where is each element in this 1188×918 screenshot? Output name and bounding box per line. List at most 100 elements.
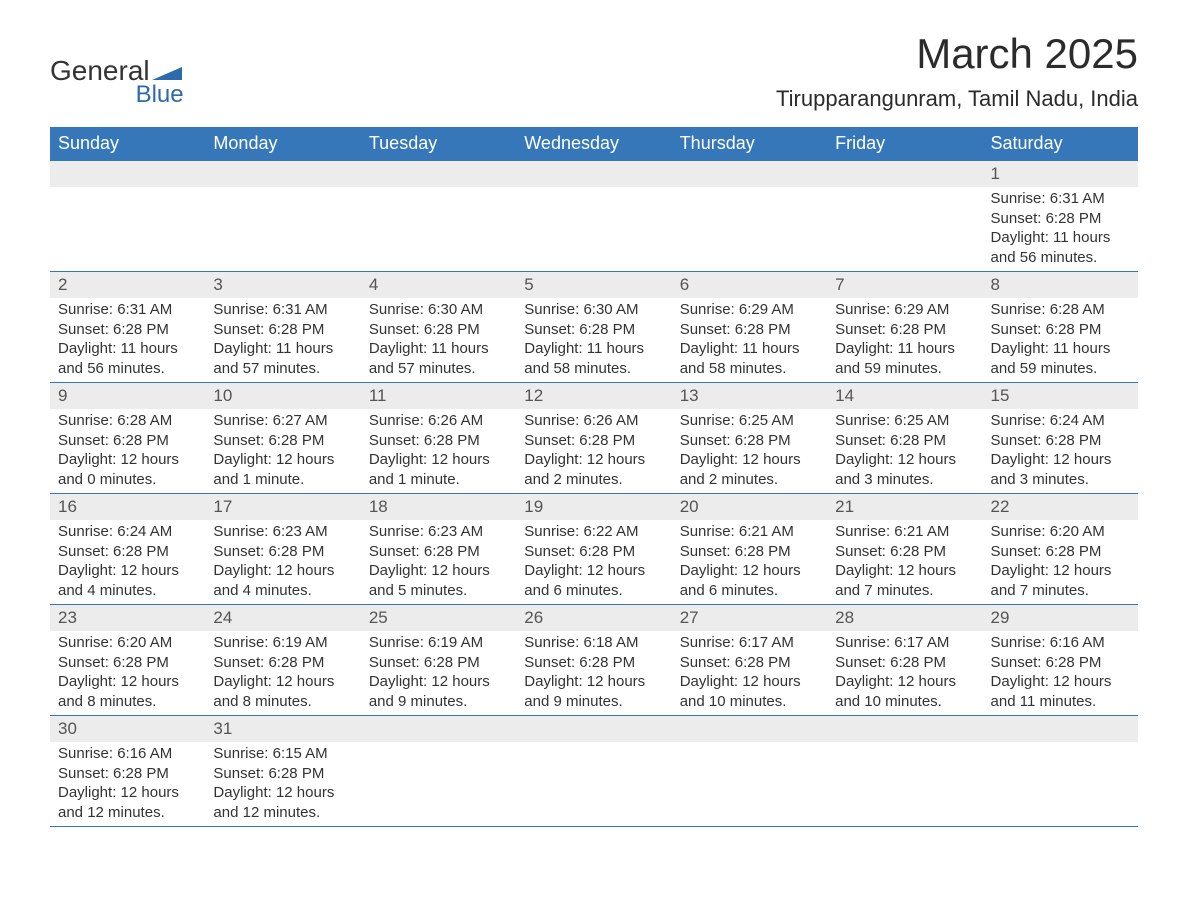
daylight-text-1: Daylight: 11 hours	[369, 339, 508, 359]
calendar-day-cell: 30Sunrise: 6:16 AMSunset: 6:28 PMDayligh…	[50, 716, 205, 827]
calendar-day-cell: 11Sunrise: 6:26 AMSunset: 6:28 PMDayligh…	[361, 383, 516, 494]
calendar-day-cell: 27Sunrise: 6:17 AMSunset: 6:28 PMDayligh…	[672, 605, 827, 716]
empty-day-band	[827, 161, 982, 187]
sunset-text: Sunset: 6:28 PM	[680, 653, 819, 673]
daylight-text-1: Daylight: 12 hours	[524, 450, 663, 470]
day-detail: Sunrise: 6:23 AMSunset: 6:28 PMDaylight:…	[361, 520, 516, 604]
page-subtitle: Tirupparangunram, Tamil Nadu, India	[776, 86, 1138, 112]
daylight-text-2: and 10 minutes.	[835, 692, 974, 712]
sunset-text: Sunset: 6:28 PM	[58, 764, 197, 784]
calendar-week-row: 9Sunrise: 6:28 AMSunset: 6:28 PMDaylight…	[50, 383, 1138, 494]
day-number: 25	[361, 605, 516, 631]
day-detail: Sunrise: 6:30 AMSunset: 6:28 PMDaylight:…	[361, 298, 516, 382]
empty-day-band	[672, 716, 827, 742]
sunrise-text: Sunrise: 6:21 AM	[835, 522, 974, 542]
daylight-text-2: and 1 minute.	[369, 470, 508, 490]
day-detail: Sunrise: 6:21 AMSunset: 6:28 PMDaylight:…	[672, 520, 827, 604]
daylight-text-2: and 12 minutes.	[213, 803, 352, 823]
sunrise-text: Sunrise: 6:31 AM	[991, 189, 1130, 209]
day-detail: Sunrise: 6:31 AMSunset: 6:28 PMDaylight:…	[205, 298, 360, 382]
sunrise-text: Sunrise: 6:24 AM	[58, 522, 197, 542]
sunrise-text: Sunrise: 6:26 AM	[524, 411, 663, 431]
calendar-day-cell	[516, 716, 671, 827]
daylight-text-1: Daylight: 12 hours	[58, 561, 197, 581]
calendar-day-cell	[205, 161, 360, 272]
daylight-text-1: Daylight: 12 hours	[369, 672, 508, 692]
sunrise-text: Sunrise: 6:25 AM	[835, 411, 974, 431]
daylight-text-2: and 11 minutes.	[991, 692, 1130, 712]
sunrise-text: Sunrise: 6:29 AM	[835, 300, 974, 320]
daylight-text-2: and 4 minutes.	[213, 581, 352, 601]
day-detail: Sunrise: 6:31 AMSunset: 6:28 PMDaylight:…	[983, 187, 1138, 271]
sunset-text: Sunset: 6:28 PM	[991, 653, 1130, 673]
day-number: 20	[672, 494, 827, 520]
day-number: 6	[672, 272, 827, 298]
calendar-day-cell: 31Sunrise: 6:15 AMSunset: 6:28 PMDayligh…	[205, 716, 360, 827]
day-detail: Sunrise: 6:17 AMSunset: 6:28 PMDaylight:…	[672, 631, 827, 715]
sunset-text: Sunset: 6:28 PM	[680, 542, 819, 562]
day-detail: Sunrise: 6:19 AMSunset: 6:28 PMDaylight:…	[205, 631, 360, 715]
sunset-text: Sunset: 6:28 PM	[369, 431, 508, 451]
sunrise-text: Sunrise: 6:21 AM	[680, 522, 819, 542]
calendar-day-cell: 17Sunrise: 6:23 AMSunset: 6:28 PMDayligh…	[205, 494, 360, 605]
daylight-text-1: Daylight: 11 hours	[213, 339, 352, 359]
day-number: 29	[983, 605, 1138, 631]
day-number: 23	[50, 605, 205, 631]
calendar-day-cell: 23Sunrise: 6:20 AMSunset: 6:28 PMDayligh…	[50, 605, 205, 716]
daylight-text-2: and 6 minutes.	[680, 581, 819, 601]
day-number: 31	[205, 716, 360, 742]
daylight-text-1: Daylight: 12 hours	[680, 672, 819, 692]
empty-day-band	[205, 161, 360, 187]
day-detail: Sunrise: 6:27 AMSunset: 6:28 PMDaylight:…	[205, 409, 360, 493]
logo-text-blue: Blue	[136, 81, 184, 108]
daylight-text-1: Daylight: 12 hours	[524, 672, 663, 692]
daylight-text-1: Daylight: 12 hours	[369, 450, 508, 470]
day-number: 15	[983, 383, 1138, 409]
daylight-text-2: and 0 minutes.	[58, 470, 197, 490]
calendar-day-cell: 12Sunrise: 6:26 AMSunset: 6:28 PMDayligh…	[516, 383, 671, 494]
sunset-text: Sunset: 6:28 PM	[213, 764, 352, 784]
calendar-day-cell: 7Sunrise: 6:29 AMSunset: 6:28 PMDaylight…	[827, 272, 982, 383]
calendar-day-cell	[516, 161, 671, 272]
daylight-text-1: Daylight: 12 hours	[213, 561, 352, 581]
calendar-day-cell: 25Sunrise: 6:19 AMSunset: 6:28 PMDayligh…	[361, 605, 516, 716]
day-number: 7	[827, 272, 982, 298]
daylight-text-1: Daylight: 12 hours	[369, 561, 508, 581]
daylight-text-1: Daylight: 11 hours	[991, 228, 1130, 248]
calendar-day-cell: 14Sunrise: 6:25 AMSunset: 6:28 PMDayligh…	[827, 383, 982, 494]
day-detail: Sunrise: 6:19 AMSunset: 6:28 PMDaylight:…	[361, 631, 516, 715]
sunrise-text: Sunrise: 6:25 AM	[680, 411, 819, 431]
sunrise-text: Sunrise: 6:23 AM	[213, 522, 352, 542]
calendar-day-cell	[361, 161, 516, 272]
daylight-text-2: and 10 minutes.	[680, 692, 819, 712]
daylight-text-2: and 8 minutes.	[58, 692, 197, 712]
day-detail: Sunrise: 6:24 AMSunset: 6:28 PMDaylight:…	[50, 520, 205, 604]
sunset-text: Sunset: 6:28 PM	[835, 653, 974, 673]
calendar-day-cell: 2Sunrise: 6:31 AMSunset: 6:28 PMDaylight…	[50, 272, 205, 383]
daylight-text-2: and 12 minutes.	[58, 803, 197, 823]
calendar-day-cell: 3Sunrise: 6:31 AMSunset: 6:28 PMDaylight…	[205, 272, 360, 383]
calendar-day-cell: 24Sunrise: 6:19 AMSunset: 6:28 PMDayligh…	[205, 605, 360, 716]
weekday-header: Saturday	[983, 127, 1138, 161]
daylight-text-1: Daylight: 12 hours	[680, 450, 819, 470]
sunset-text: Sunset: 6:28 PM	[524, 542, 663, 562]
calendar-day-cell	[983, 716, 1138, 827]
calendar-day-cell: 6Sunrise: 6:29 AMSunset: 6:28 PMDaylight…	[672, 272, 827, 383]
daylight-text-2: and 8 minutes.	[213, 692, 352, 712]
daylight-text-1: Daylight: 11 hours	[835, 339, 974, 359]
day-number: 28	[827, 605, 982, 631]
page-title: March 2025	[776, 30, 1138, 78]
day-detail: Sunrise: 6:21 AMSunset: 6:28 PMDaylight:…	[827, 520, 982, 604]
daylight-text-1: Daylight: 12 hours	[58, 450, 197, 470]
daylight-text-2: and 56 minutes.	[58, 359, 197, 379]
daylight-text-1: Daylight: 12 hours	[213, 672, 352, 692]
weekday-header: Wednesday	[516, 127, 671, 161]
daylight-text-2: and 9 minutes.	[369, 692, 508, 712]
calendar-day-cell	[827, 161, 982, 272]
daylight-text-2: and 7 minutes.	[991, 581, 1130, 601]
sunrise-text: Sunrise: 6:20 AM	[991, 522, 1130, 542]
day-detail: Sunrise: 6:17 AMSunset: 6:28 PMDaylight:…	[827, 631, 982, 715]
sunrise-text: Sunrise: 6:19 AM	[369, 633, 508, 653]
sunset-text: Sunset: 6:28 PM	[213, 320, 352, 340]
day-number: 9	[50, 383, 205, 409]
